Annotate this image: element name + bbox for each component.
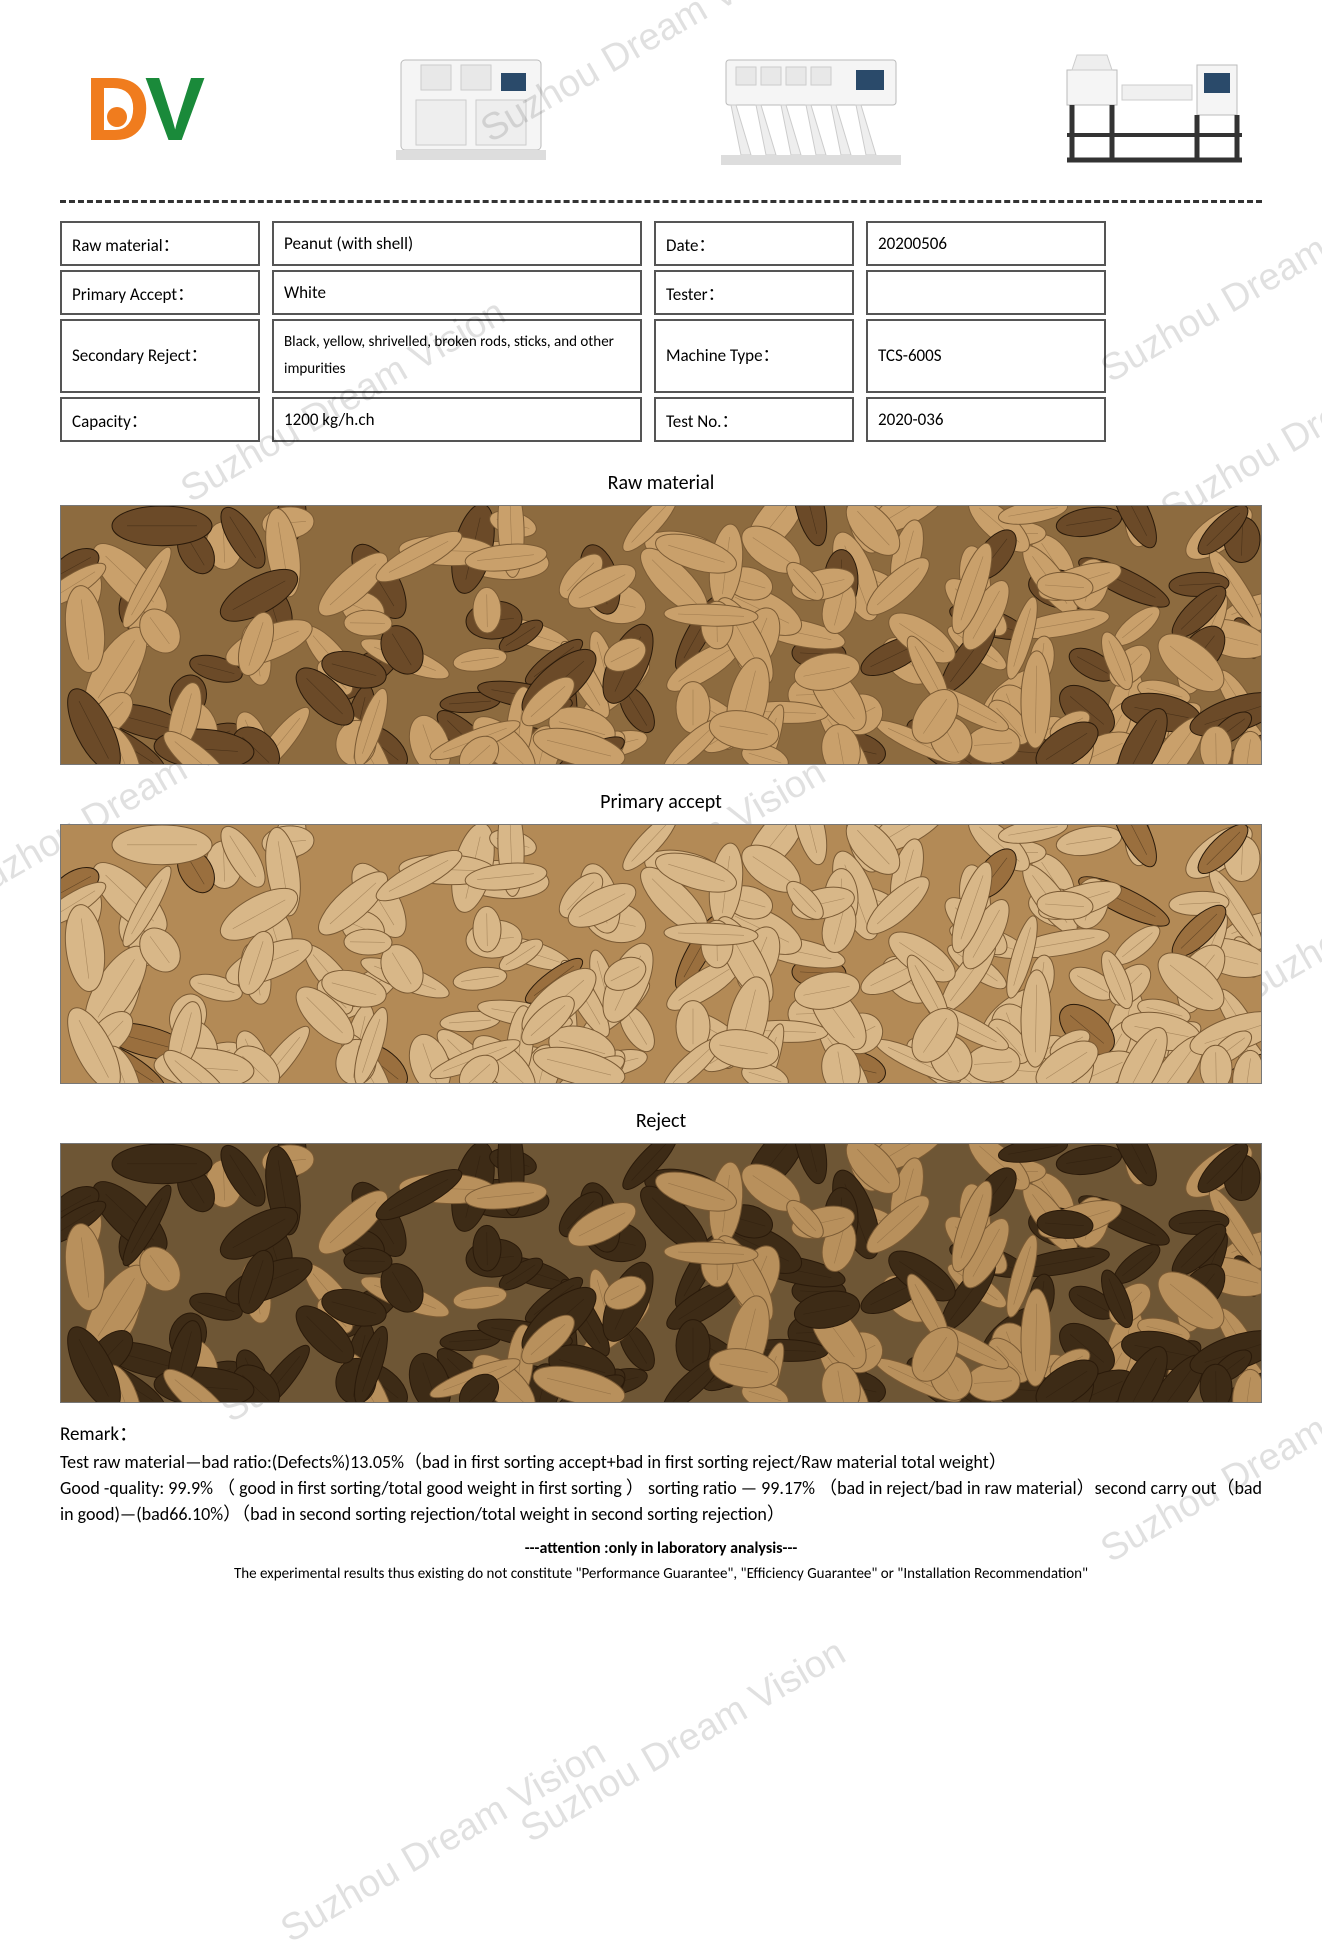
reject-title: Reject	[60, 1109, 1262, 1133]
machine-type-label: Machine Type：	[654, 319, 854, 393]
divider	[60, 200, 1262, 203]
primary-accept-photo	[60, 824, 1262, 1084]
remark-title: Remark：	[60, 1421, 1262, 1449]
capacity-value: 1200 kg/h.ch	[272, 397, 642, 442]
secondary-reject-label: Secondary Reject：	[60, 319, 260, 393]
capacity-label: Capacity：	[60, 397, 260, 442]
svg-text:V: V	[145, 60, 205, 160]
raw-material-photo	[60, 505, 1262, 765]
header-row: D V	[60, 40, 1262, 180]
date-label: Date：	[654, 221, 854, 266]
raw-material-value: Peanut (with shell)	[272, 221, 642, 266]
primary-accept-value: White	[272, 270, 642, 315]
raw-material-title: Raw material	[60, 471, 1262, 495]
company-logo: D V	[60, 50, 240, 170]
secondary-reject-value: Black, yellow, shrivelled, broken rods, …	[272, 319, 642, 393]
test-no-value: 2020-036	[866, 397, 1106, 442]
info-table: Raw material： Peanut (with shell) Date： …	[60, 221, 1262, 446]
remark-line-2: Good -quality: 99.9% （ good in first sor…	[60, 1475, 1262, 1527]
disclaimer-line: The experimental results thus existing d…	[60, 1564, 1262, 1586]
date-value: 20200506	[866, 221, 1106, 266]
machine-image-2	[701, 40, 921, 180]
raw-material-label: Raw material：	[60, 221, 260, 266]
machine-image-3	[1042, 40, 1262, 180]
primary-accept-label: Primary Accept：	[60, 270, 260, 315]
machine-type-value: TCS-600S	[866, 319, 1106, 393]
primary-accept-title: Primary accept	[60, 790, 1262, 814]
attention-line: ---attention :only in laboratory analysi…	[60, 1537, 1262, 1560]
reject-photo	[60, 1143, 1262, 1403]
test-no-label: Test No.：	[654, 397, 854, 442]
remark-block: Remark： Test raw material—bad ratio:(Def…	[60, 1421, 1262, 1586]
tester-value	[866, 270, 1106, 315]
remark-line-1: Test raw material—bad ratio:(Defects%)13…	[60, 1449, 1262, 1475]
machine-image-1	[361, 40, 581, 180]
tester-label: Tester：	[654, 270, 854, 315]
